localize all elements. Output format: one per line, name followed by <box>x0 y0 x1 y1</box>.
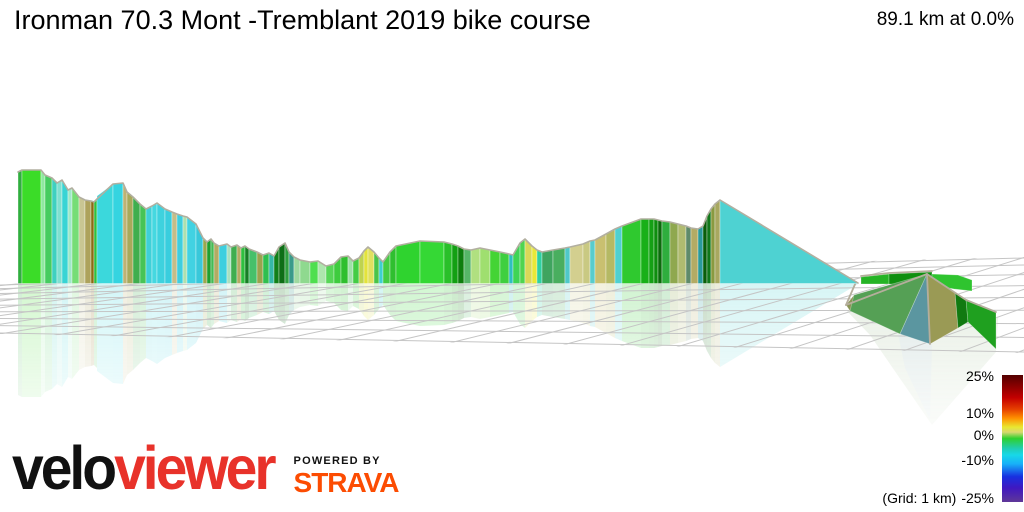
tick-label: 25% <box>965 368 994 384</box>
grid-note: (Grid: 1 km) <box>882 490 957 506</box>
colorbar-tick-10: 10% <box>966 405 994 421</box>
tick-label: 10% <box>965 405 994 421</box>
colorbar-tick--25: (Grid: 1 km) -25% <box>882 490 994 506</box>
veloviewer-logo: veloviewer POWERED BY STRAVA <box>12 438 400 500</box>
logo-viewer-text: viewer <box>114 434 276 504</box>
distance-gradient-summary: 89.1 km at 0.0% <box>876 9 1014 30</box>
powered-by-strava: POWERED BY STRAVA <box>293 455 400 498</box>
tick-label: 0% <box>973 427 994 443</box>
tick-label: -10% <box>961 452 994 468</box>
colorbar-tick--10: -10% <box>961 452 994 468</box>
elevation-ribbon <box>17 169 859 284</box>
gradient-colorbar <box>1002 375 1023 502</box>
page-title: Ironman 70.3 Mont -Tremblant 2019 bike c… <box>14 5 591 35</box>
profile-reflection <box>18 283 858 397</box>
pit-reflection <box>846 310 998 425</box>
colorbar-tick-0: 0% <box>974 427 994 443</box>
colorbar-tick-25: 25% <box>966 368 994 384</box>
logo-velo-text: velo <box>12 434 117 504</box>
silhouette-highlight <box>17 169 859 284</box>
veloviewer-wordmark: veloviewer <box>12 438 277 500</box>
end-pit <box>845 270 997 350</box>
powered-by-label: POWERED BY <box>293 455 381 467</box>
strava-wordmark: STRAVA <box>293 467 400 498</box>
tick-label: -25% <box>961 490 994 506</box>
